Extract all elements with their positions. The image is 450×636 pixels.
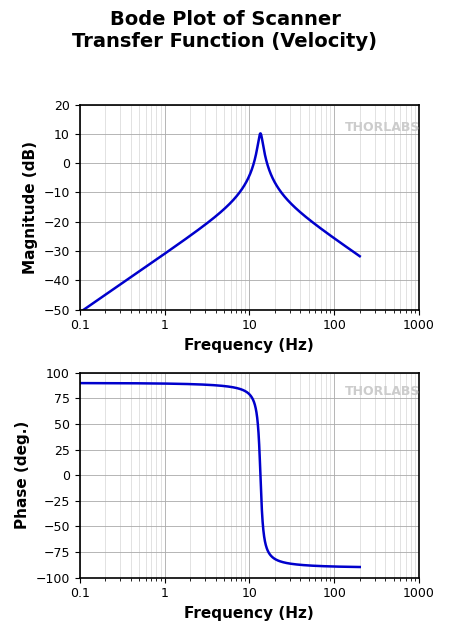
- Text: Bode Plot of Scanner
Transfer Function (Velocity): Bode Plot of Scanner Transfer Function (…: [72, 10, 378, 50]
- Text: THORLABS: THORLABS: [344, 385, 420, 398]
- Y-axis label: Phase (deg.): Phase (deg.): [15, 421, 30, 529]
- Text: THORLABS: THORLABS: [344, 121, 420, 134]
- X-axis label: Frequency (Hz): Frequency (Hz): [184, 338, 314, 353]
- X-axis label: Frequency (Hz): Frequency (Hz): [184, 606, 314, 621]
- Y-axis label: Magnitude (dB): Magnitude (dB): [23, 141, 38, 273]
